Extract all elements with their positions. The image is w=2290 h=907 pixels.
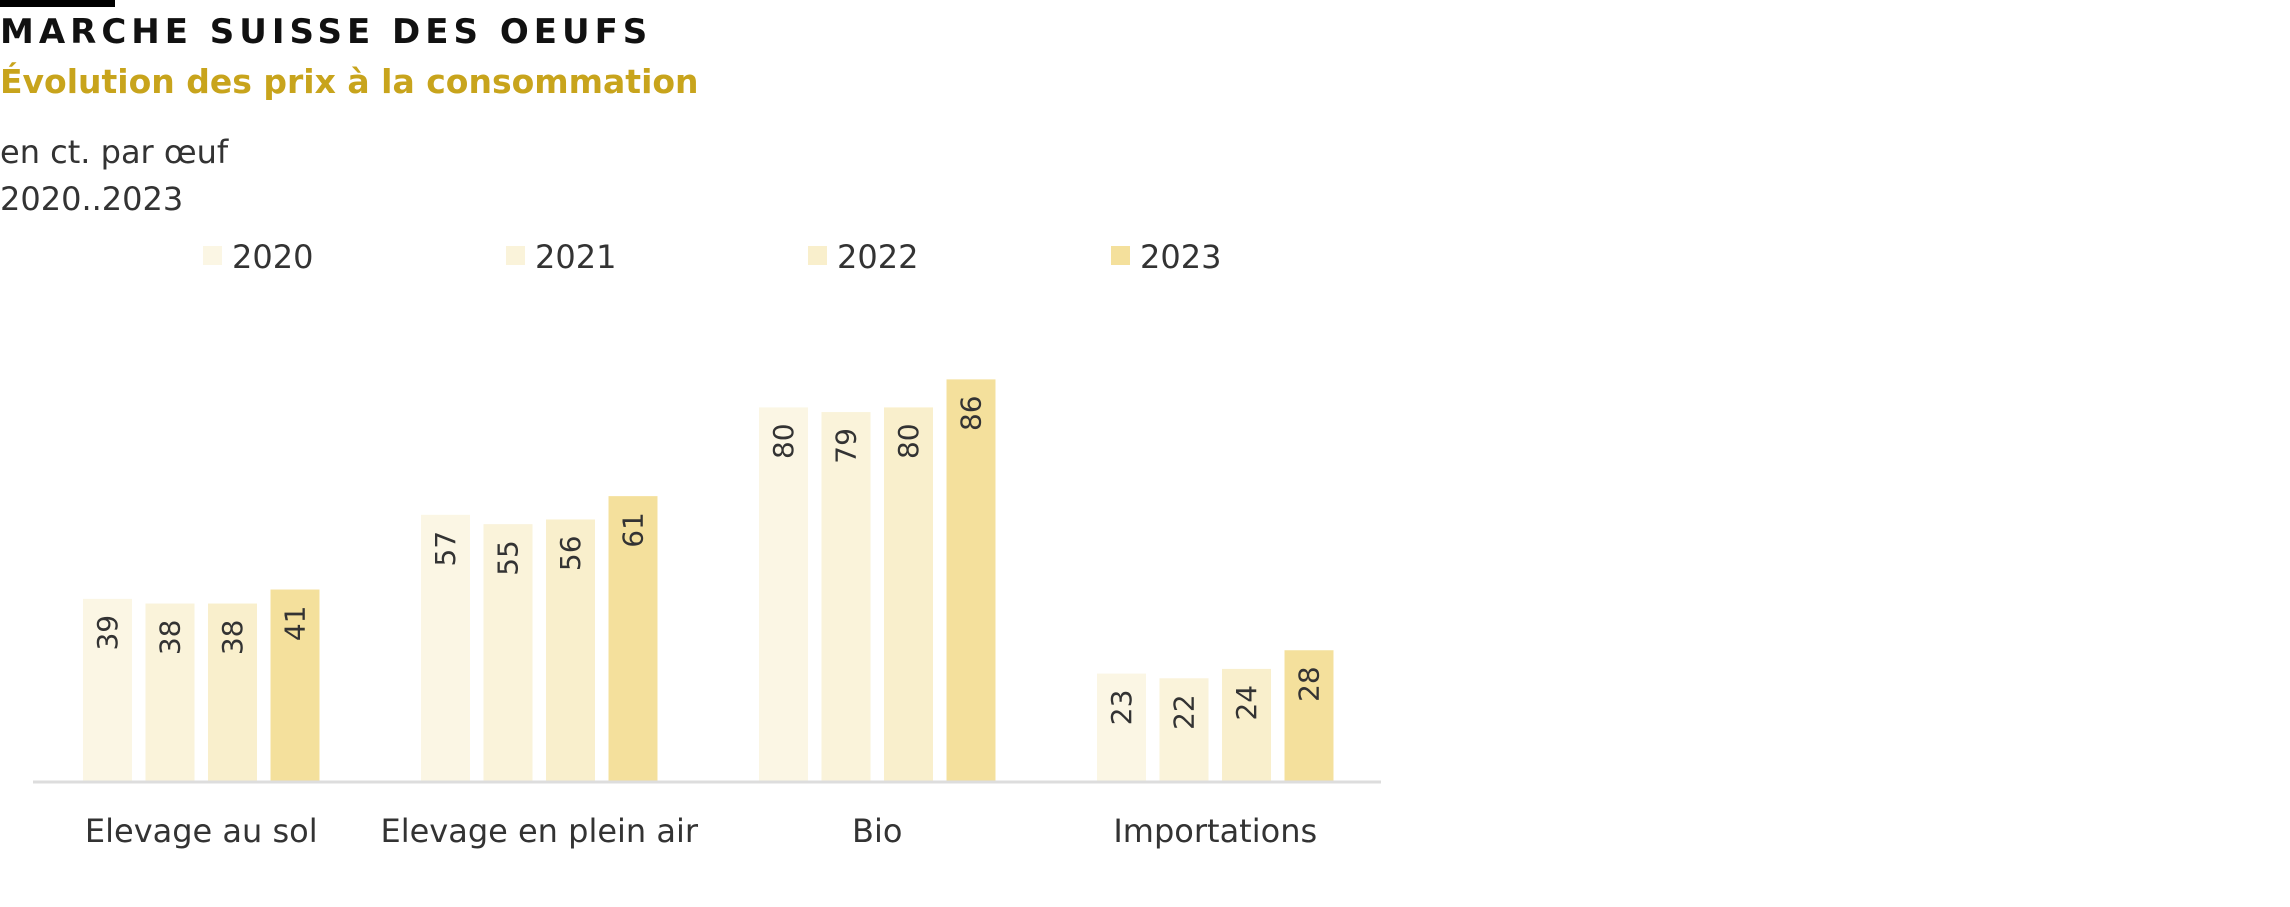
legend-swatch-2021 (506, 246, 525, 265)
bar-3-2023 (1284, 650, 1334, 781)
bar-0-2021 (145, 603, 195, 781)
legend-label-2022: 2022 (837, 238, 918, 276)
category-label-2: Bio (852, 812, 902, 850)
value-label-3-2020: 23 (1105, 690, 1138, 726)
category-label-3: Importations (1113, 812, 1317, 850)
bar-1-2023 (608, 496, 658, 781)
value-label-1-2021: 55 (492, 540, 525, 576)
chart-title: MARCHE SUISSE DES OEUFS (0, 12, 653, 52)
bar-3-2021 (1159, 678, 1209, 781)
value-label-3-2022: 24 (1230, 685, 1263, 721)
bar-1-2022 (546, 519, 595, 781)
bar-2-2020 (759, 407, 808, 781)
value-label-0-2022: 38 (216, 620, 249, 656)
legend-swatch-2020 (203, 246, 222, 265)
bar-0-2023 (270, 589, 320, 781)
value-label-1-2020: 57 (429, 531, 462, 567)
value-label-2-2022: 80 (892, 423, 925, 459)
category-label-1: Elevage en plein air (380, 812, 698, 850)
legend-swatch-2022 (808, 246, 827, 265)
legend-label-2023: 2023 (1140, 238, 1221, 276)
value-label-0-2020: 39 (91, 615, 124, 651)
bar-1-2021 (483, 524, 533, 781)
bar-1-2020 (421, 514, 470, 781)
value-label-2-2020: 80 (767, 423, 800, 459)
chart-subtitle: Évolution des prix à la consommation (0, 62, 699, 101)
legend-label-2020: 2020 (232, 238, 313, 276)
bar-2-2023 (946, 379, 996, 781)
legend-label-2021: 2021 (535, 238, 616, 276)
legend-swatch-2023 (1111, 246, 1130, 265)
value-label-3-2023: 28 (1293, 666, 1326, 702)
bar-0-2022 (208, 603, 257, 781)
title-accent-bar (0, 0, 115, 7)
bar-0-2020 (83, 598, 132, 781)
bar-2-2021 (821, 412, 871, 781)
value-label-1-2023: 61 (617, 512, 650, 548)
value-label-1-2022: 56 (554, 535, 587, 571)
value-label-2-2023: 86 (955, 395, 988, 431)
value-label-2-2021: 79 (830, 428, 863, 464)
value-label-3-2021: 22 (1168, 694, 1201, 730)
category-label-0: Elevage au sol (85, 812, 318, 850)
value-label-0-2023: 41 (279, 606, 312, 642)
bar-3-2022 (1222, 668, 1271, 781)
bar-3-2020 (1097, 673, 1146, 781)
bar-2-2022 (884, 407, 933, 781)
value-label-0-2021: 38 (154, 620, 187, 656)
date-range-label: 2020..2023 (0, 180, 184, 218)
unit-label: en ct. par œuf (0, 133, 229, 171)
